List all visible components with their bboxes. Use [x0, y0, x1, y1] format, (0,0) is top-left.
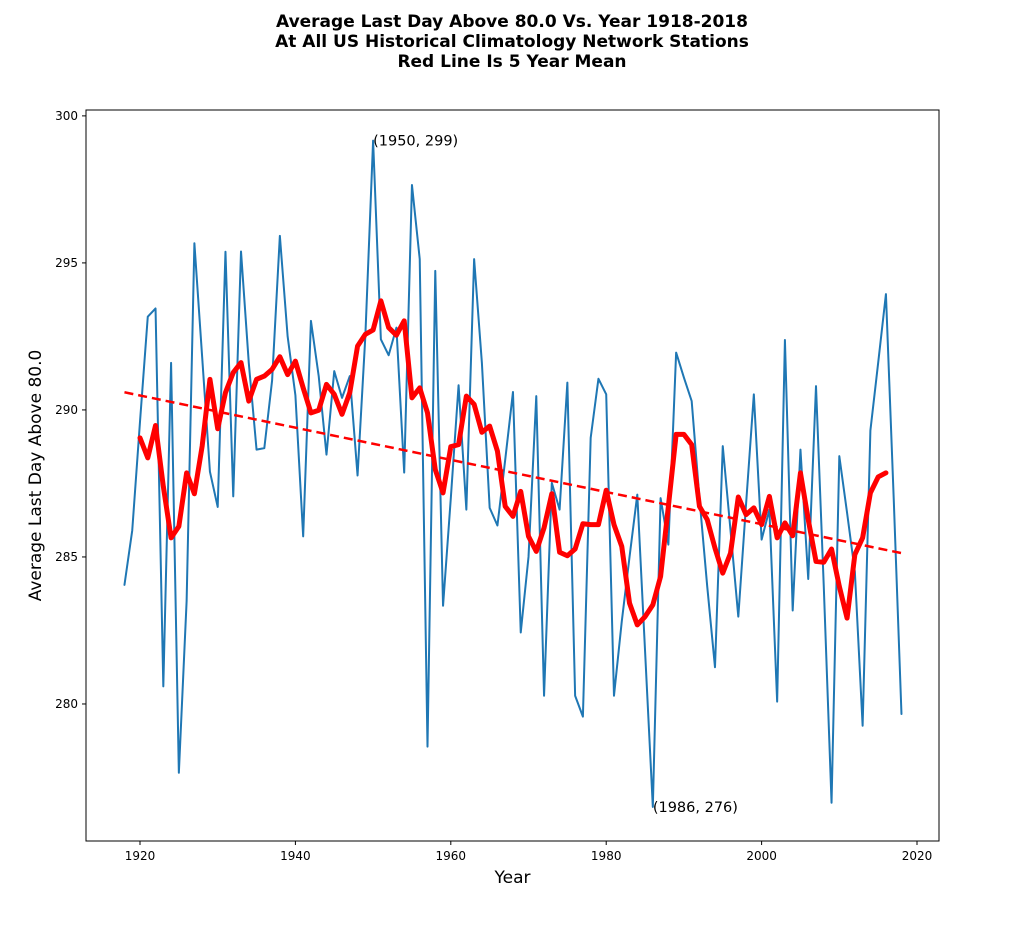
- plot-frame: [85, 109, 940, 842]
- x-tick-label: 1960: [436, 849, 467, 863]
- y-tick-label: 295: [55, 256, 78, 270]
- annotation-label: (1950, 299): [373, 134, 458, 150]
- x-tick-label: 2020: [902, 849, 933, 863]
- y-axis: 280 285 290 295 300: [55, 109, 86, 711]
- annual-value-line: [123, 139, 903, 808]
- title-line-3: Red Line Is 5 Year Mean: [397, 52, 627, 72]
- y-tick-label: 290: [55, 403, 78, 417]
- plot-series: [123, 139, 903, 808]
- five-year-mean-line: [137, 298, 889, 628]
- trend-line: [124, 391, 902, 555]
- x-axis: 1920 1940 1960 1980 2000 2020: [125, 841, 933, 863]
- title-line-1: Average Last Day Above 80.0 Vs. Year 191…: [276, 12, 748, 32]
- x-axis-label: Year: [494, 868, 531, 888]
- annotations: (1950, 299) (1986, 276): [373, 134, 738, 816]
- y-axis-label: Average Last Day Above 80.0: [26, 350, 46, 602]
- x-tick-label: 1940: [280, 849, 311, 863]
- y-tick-label: 285: [55, 550, 78, 564]
- y-tick-label: 300: [55, 109, 78, 123]
- x-tick-label: 2000: [746, 849, 777, 863]
- chart-title: Average Last Day Above 80.0 Vs. Year 191…: [0, 12, 1024, 72]
- y-tick-label: 280: [55, 697, 78, 711]
- x-tick-label: 1980: [591, 849, 622, 863]
- annotation-label: (1986, 276): [653, 800, 738, 816]
- title-line-2: At All US Historical Climatology Network…: [275, 32, 749, 52]
- x-tick-label: 1920: [125, 849, 156, 863]
